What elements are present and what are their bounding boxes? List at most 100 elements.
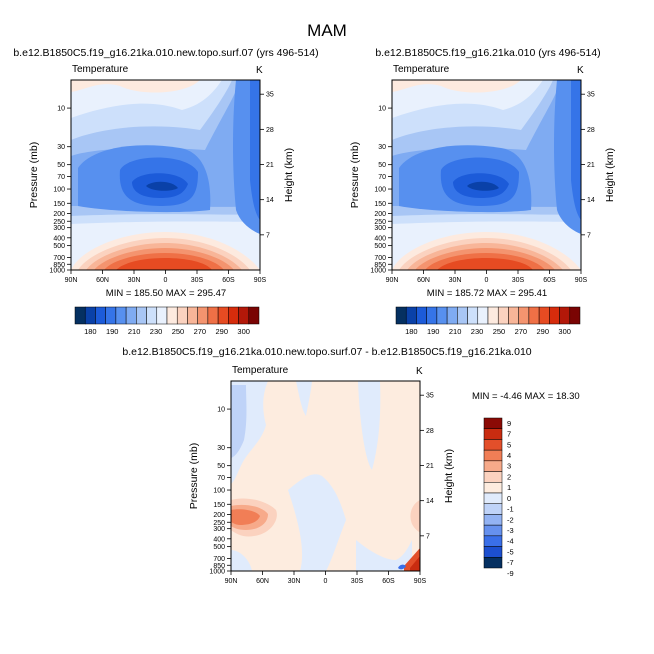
y2-tick-label: 21: [587, 162, 595, 169]
x-tick-label: 30S: [512, 277, 525, 284]
y-tick-label: 150: [374, 201, 386, 208]
field-label: Temperature: [393, 64, 450, 75]
colorbar-label: -7: [507, 558, 514, 567]
x-tick-label: 0: [324, 578, 328, 585]
panel-top-right: b.e12.B1850C5.f19_g16.21ka.010 (yrs 496-…: [349, 47, 616, 336]
colorbar-swatch: [483, 524, 503, 537]
x-tick-label: 90S: [254, 277, 267, 284]
colorbar-swatch: [207, 306, 219, 325]
colorbar-label: 190: [427, 327, 440, 336]
y2-axis-title: Height (km): [283, 148, 295, 202]
x-tick-label: 30N: [449, 277, 462, 284]
colorbar-label: -3: [507, 526, 514, 535]
y2-tick-label: 14: [266, 197, 274, 204]
colorbar-swatch: [197, 306, 209, 325]
plot-area: [70, 79, 261, 271]
colorbar-swatch: [483, 514, 503, 526]
y-tick-label: 1000: [49, 268, 65, 275]
colorbar-swatch: [228, 306, 239, 325]
colorbar-label: 290: [537, 327, 550, 336]
colorbar-swatch: [446, 306, 458, 325]
colorbar-label: 210: [128, 327, 141, 336]
colorbar-label: 290: [216, 327, 229, 336]
colorbar-label: 4: [507, 451, 511, 460]
y2-tick-label: 35: [266, 92, 274, 99]
y-tick-label: 30: [217, 445, 225, 452]
y-tick-label: 1000: [370, 268, 386, 275]
plot-area: [391, 79, 582, 271]
colorbar-swatch: [176, 306, 188, 325]
colorbar-swatch: [115, 306, 127, 325]
colorbar-swatch: [487, 306, 499, 325]
colorbar-swatch: [569, 306, 581, 325]
y-tick-label: 300: [213, 526, 225, 533]
y-tick-label: 70: [57, 174, 65, 181]
y-tick-label: 50: [378, 162, 386, 169]
figure-title: MAM: [307, 21, 347, 40]
y2-tick-label: 7: [587, 232, 591, 239]
contour-pos-polar: [410, 500, 420, 532]
colorbar-label: -1: [507, 505, 514, 514]
y-tick-label: 850: [374, 262, 386, 269]
y2-tick-label: 21: [266, 162, 274, 169]
x-tick-label: 60N: [96, 277, 109, 284]
plot-area: [230, 380, 421, 572]
contour-tropo-6: [116, 258, 212, 270]
y-tick-label: 150: [53, 201, 65, 208]
colorbar-label: 180: [405, 327, 418, 336]
y-tick-label: 500: [213, 544, 225, 551]
stats-text: MIN = -4.46 MAX = 18.30: [472, 391, 580, 402]
colorbar-label: 210: [449, 327, 462, 336]
colorbar-swatch: [483, 503, 503, 515]
y-tick-label: 10: [217, 407, 225, 414]
y-axis-title: Pressure (mb): [188, 443, 200, 510]
colorbar-label: 270: [194, 327, 207, 336]
colorbar-swatch: [457, 306, 468, 325]
y-tick-label: 150: [213, 502, 225, 509]
y2-axis-title: Height (km): [443, 449, 455, 503]
y-tick-label: 50: [57, 162, 65, 169]
y2-tick-label: 35: [426, 393, 434, 400]
colorbar-label: 250: [172, 327, 185, 336]
x-tick-label: 60N: [256, 578, 269, 585]
y-tick-label: 700: [213, 556, 225, 563]
y-tick-label: 50: [217, 463, 225, 470]
colorbar-swatch: [146, 306, 158, 325]
units-label: K: [416, 366, 423, 377]
contour-neg-lower-right: [356, 540, 412, 571]
panel-title: b.e12.B1850C5.f19_g16.21ka.010 (yrs 496-…: [375, 47, 600, 59]
y-tick-label: 200: [374, 211, 386, 218]
colorbar-label: 250: [493, 327, 506, 336]
colorbar-label: 300: [558, 327, 571, 336]
y-tick-label: 10: [57, 106, 65, 113]
y-tick-label: 200: [53, 211, 65, 218]
y2-tick-label: 35: [587, 92, 595, 99]
colorbar-label: 180: [84, 327, 97, 336]
contour-neg-left-2: [231, 385, 247, 458]
y2-tick-label: 7: [266, 232, 270, 239]
contour-tropo-6: [437, 258, 533, 270]
colorbar: 180 190 210 230 250 270 290 300: [74, 306, 260, 336]
contour-pos-3: [231, 509, 260, 525]
x-tick-label: 0: [164, 277, 168, 284]
x-tick-label: 90N: [386, 277, 399, 284]
y-tick-label: 100: [213, 488, 225, 495]
contour-neg-mid: [296, 381, 312, 416]
colorbar-swatch: [105, 306, 117, 325]
y-tick-label: 70: [217, 475, 225, 482]
y-tick-label: 850: [213, 563, 225, 570]
colorbar-label: 190: [106, 327, 119, 336]
x-tick-label: 60N: [417, 277, 430, 284]
colorbar-label: 5: [507, 440, 511, 449]
colorbar-label: 230: [471, 327, 484, 336]
contour-top-warm: [392, 80, 521, 93]
x-tick-label: 90S: [575, 277, 588, 284]
y2-tick-label: 7: [426, 533, 430, 540]
y-tick-label: 700: [53, 255, 65, 262]
colorbar-swatch: [483, 428, 503, 440]
y-tick-label: 30: [378, 144, 386, 151]
y-tick-label: 400: [213, 536, 225, 543]
colorbar-swatch: [467, 306, 479, 325]
colorbar-swatch: [395, 306, 407, 325]
